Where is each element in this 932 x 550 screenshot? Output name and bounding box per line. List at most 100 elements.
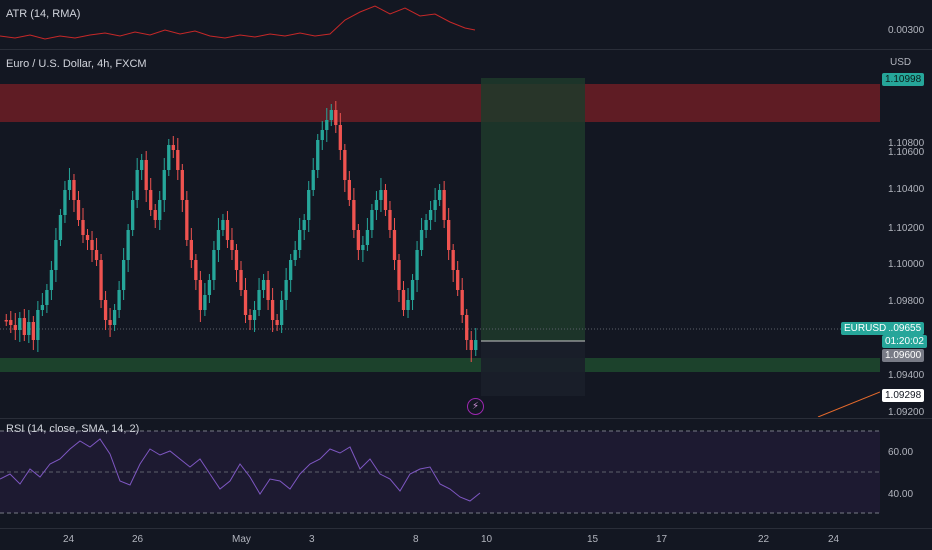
rsi-axis[interactable]: 60.00 40.00 [880,419,932,527]
candle-body [456,270,460,290]
candle-body [207,280,212,295]
candle-body [388,210,392,230]
candle-body [270,300,275,320]
candle-body [45,290,49,305]
candle-body [447,220,451,250]
candle-body [338,125,342,150]
candle-body [293,250,297,260]
candle-body [27,322,31,335]
candle-body [279,300,284,325]
price-tick: 1.10200 [888,223,925,234]
candle-body [334,110,338,125]
stop-zone [481,341,585,396]
rsi-chart [0,430,880,514]
candle-body [397,260,401,290]
lightning-icon[interactable]: ⚡ [467,398,484,415]
candle-body [85,235,90,240]
candle-body [451,250,455,270]
candle-body [216,230,221,250]
support-zone [0,358,880,372]
candle-body [343,150,347,180]
candle-body [198,280,203,310]
candle-body [275,320,279,325]
candle-body [90,240,94,250]
candle-body [361,245,365,250]
candle-body [189,240,193,260]
atr-title: ATR (14, RMA) [6,8,81,20]
candle-body [54,240,58,270]
price-tick: 1.10400 [888,184,925,195]
atr-line-chart [0,5,476,40]
level-badge: 1.09600 [882,349,925,362]
candle-body [121,260,126,290]
target-zone [481,78,585,341]
candle-body [135,170,139,200]
pane-divider-top[interactable] [0,49,932,50]
candle-body [221,220,225,230]
candle-body [180,170,184,200]
candle-body [374,200,379,210]
candle-body [67,180,72,190]
candle-body [140,160,144,170]
candle-body [203,295,207,310]
candle-body [117,290,121,310]
candle-body [252,310,257,320]
candle-body [49,270,54,290]
candle-body [31,322,35,340]
atr-axis[interactable]: 0.00300 [880,0,932,48]
price-tick: 1.10000 [888,259,925,270]
candle-body [18,318,22,330]
candle-body [22,318,26,335]
candle-body [9,320,13,325]
candle-body [243,290,248,315]
rsi-pane[interactable]: RSI (14, close, SMA, 14, 2) [0,419,880,527]
price-axis[interactable]: USD 1.10800 1.10600 1.10600 1.10400 1.10… [880,50,932,418]
candle-body [171,145,175,150]
atr-value-tick: 0.00300 [888,25,925,36]
candle-body [36,310,40,340]
candle-body [392,230,397,260]
candle-body [126,230,130,260]
candle-body [103,300,108,320]
candle-body [176,150,180,170]
resistance-zone [0,84,880,122]
candle-body [94,250,99,260]
candle-body [76,200,81,220]
candle-body [239,270,243,290]
symbol-title: Euro / U.S. Dollar, 4h, FXCM [6,58,147,70]
candle-body [234,250,239,270]
candle-body [58,215,63,240]
candle-body [406,300,410,310]
candle-body [419,230,424,250]
price-pane[interactable]: Euro / U.S. Dollar, 4h, FXCM ⚡ [0,50,880,417]
candle-body [383,190,388,210]
candle-body [153,210,157,220]
rsi-title: RSI (14, close, SMA, 14, 2) [6,423,140,435]
candle-body [284,280,288,300]
candle-body [72,180,76,200]
candle-body [311,170,315,190]
candle-body [465,315,469,340]
candle-body [162,170,166,200]
candle-body [437,190,442,200]
candle-body [460,290,464,315]
pane-divider-bottom[interactable] [0,418,932,419]
time-axis[interactable]: 24 26 May 3 8 10 15 17 22 24 [0,529,932,550]
candle-body [320,130,324,140]
candle-body [131,200,135,230]
rsi-band [0,431,880,513]
price-tick: 1.09200 [888,407,925,418]
price-tick: 1.10800 [888,138,925,149]
candle-body [108,320,112,325]
candle-body [424,220,428,230]
candle-body [428,210,433,220]
last-price-badge: 1.09655 [882,322,925,335]
atr-pane[interactable]: ATR (14, RMA) [0,0,880,48]
candle-body [149,190,153,210]
candle-body [81,220,85,235]
time-tick: 15 [587,534,599,545]
candle-body [302,220,306,230]
candle-body [212,250,216,280]
candle-body [261,280,266,290]
candle-body [410,280,415,300]
